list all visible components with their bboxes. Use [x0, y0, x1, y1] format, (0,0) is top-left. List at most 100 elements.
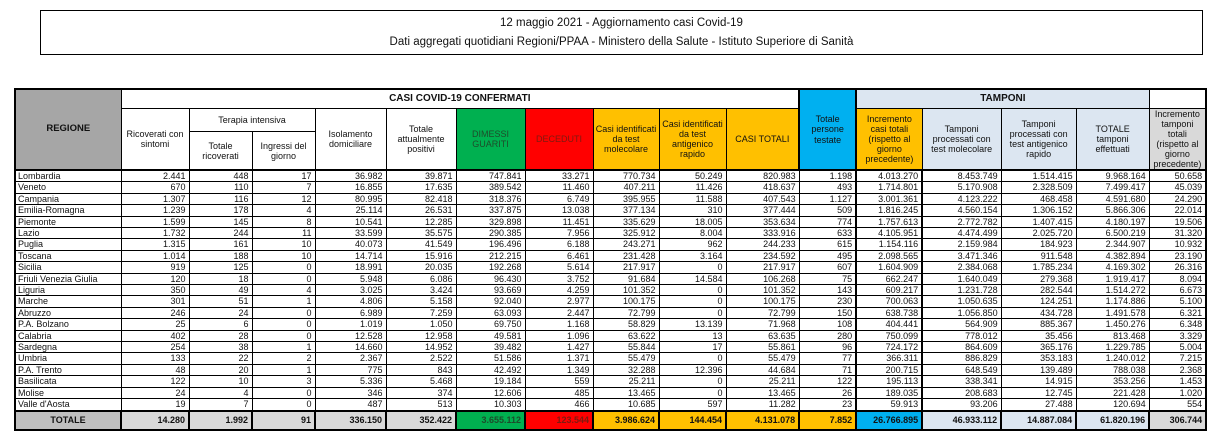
cell-casi-antigenico: 310 [658, 204, 727, 217]
cell-terapia-ingressi: 4 [251, 204, 316, 217]
cell-tamponi-totale: 1.240.012 [1075, 352, 1150, 365]
cell-casi-totali: 377.444 [725, 204, 800, 217]
cell-casi-totali: 100.175 [725, 295, 800, 308]
cell-casi-antigenico: 12.396 [658, 363, 727, 377]
cell-casi-totali: 44.684 [725, 363, 800, 377]
cell-casi-totali: 11.282 [725, 398, 800, 411]
cell-tamponi-antigenico: 1.785.234 [1000, 261, 1077, 274]
cell-tamponi-totale: 1.514.272 [1075, 284, 1150, 297]
cell-ricoverati-sintomi: 1.732 [120, 226, 190, 240]
cell-attualmente-positivi: 15.916 [385, 249, 457, 263]
cell-isolamento: 487 [314, 398, 387, 411]
col-header-incremento-casi: Incremento casi totali (rispetto al gior… [855, 107, 923, 171]
cell-tamponi-antigenico: 365.176 [1000, 341, 1077, 354]
cell-terapia-totale: 22 [188, 352, 253, 365]
cell-terapia-totale: 28 [188, 329, 253, 343]
cell-casi-antigenico: 11.588 [658, 192, 727, 206]
cell-tamponi-totale: 4.591.680 [1075, 192, 1150, 206]
cell-isolamento: 40.073 [314, 238, 387, 251]
cell-tamponi-molecolare: 886.829 [921, 352, 1002, 365]
total-cell-attualmente-positivi: 352.422 [385, 409, 457, 431]
cell-casi-molecolare: 243.271 [592, 238, 660, 251]
cell-deceduti: 5.614 [524, 261, 594, 274]
cell-regione: Sardegna [14, 341, 122, 354]
cell-casi-antigenico: 18.005 [658, 215, 727, 229]
cell-regione: Marche [14, 295, 122, 308]
cell-dimessi-guariti: 196.496 [455, 238, 526, 251]
cell-dimessi-guariti: 389.542 [455, 181, 526, 194]
cell-casi-totali: 418.637 [725, 181, 800, 194]
total-cell-terapia-totale: 1.992 [188, 409, 253, 431]
cell-tamponi-molecolare: 93.206 [921, 398, 1002, 411]
cell-incremento-casi: 774 [798, 215, 857, 229]
title-box: 12 maggio 2021 - Aggiornamento casi Covi… [40, 10, 1203, 55]
cell-ricoverati-sintomi: 48 [120, 363, 190, 377]
cell-casi-antigenico: 0 [658, 284, 727, 297]
cell-casi-molecolare: 395.955 [592, 192, 660, 206]
cell-tamponi-molecolare: 3.471.346 [921, 249, 1002, 263]
cell-incremento-casi: 633 [798, 226, 857, 240]
cell-isolamento: 3.025 [314, 284, 387, 297]
cell-persone-testate: 3.001.361 [855, 192, 924, 206]
cell-isolamento: 25.114 [314, 204, 387, 217]
cell-regione: Sicilia [14, 261, 122, 274]
cell-casi-molecolare: 10.685 [592, 398, 660, 411]
cell-attualmente-positivi: 5.468 [385, 375, 457, 388]
cell-ricoverati-sintomi: 25 [120, 318, 190, 331]
cell-tamponi-antigenico: 1.407.415 [1000, 215, 1077, 229]
cell-terapia-totale: 18 [188, 272, 253, 286]
cell-deceduti: 6.749 [524, 192, 594, 206]
table-row: Calabria 402 28 0 12.528 12.958 49.581 1… [14, 329, 1207, 343]
cell-incremento-casi: 96 [798, 341, 857, 354]
cell-incremento-tamponi: 31.320 [1148, 226, 1207, 240]
cell-terapia-ingressi: 12 [251, 192, 316, 206]
cell-dimessi-guariti: 212.215 [455, 249, 526, 263]
cell-dimessi-guariti: 747.841 [455, 168, 526, 183]
table-row: Basilicata 122 10 3 5.336 5.468 19.184 5… [14, 375, 1207, 388]
cell-dimessi-guariti: 96.430 [455, 272, 526, 286]
cell-tamponi-antigenico: 279.368 [1000, 272, 1077, 286]
col-header-casi-totali: CASI TOTALI [725, 107, 800, 171]
table-row: Sardegna 254 38 1 14.660 14.952 39.482 1… [14, 341, 1207, 354]
cell-persone-testate: 2.098.565 [855, 249, 924, 263]
cell-ricoverati-sintomi: 254 [120, 341, 190, 354]
cell-regione: Lombardia [14, 168, 122, 183]
cell-incremento-casi: 495 [798, 249, 857, 263]
cell-incremento-casi: 230 [798, 295, 857, 308]
cell-ricoverati-sintomi: 350 [120, 284, 190, 297]
cell-tamponi-totale: 4.169.302 [1075, 261, 1150, 274]
cell-deceduti: 1.349 [524, 363, 594, 377]
cell-tamponi-totale: 7.499.417 [1075, 181, 1150, 194]
cell-incremento-casi: 108 [798, 318, 857, 331]
cell-tamponi-molecolare: 2.772.782 [921, 215, 1002, 229]
col-header-dimessi-guariti: DIMESSI GUARITI [455, 107, 526, 171]
cell-tamponi-antigenico: 184.923 [1000, 238, 1077, 251]
cell-ricoverati-sintomi: 133 [120, 352, 190, 365]
cell-attualmente-positivi: 41.549 [385, 238, 457, 251]
cell-regione: Veneto [14, 181, 122, 194]
cell-incremento-casi: 75 [798, 272, 857, 286]
cell-terapia-ingressi: 0 [251, 386, 316, 400]
cell-casi-antigenico: 13.139 [658, 318, 727, 331]
total-row: TOTALE 14.280 1.992 91 336.150 352.422 3… [14, 409, 1208, 431]
cell-dimessi-guariti: 10.303 [455, 398, 526, 411]
cell-deceduti: 6.461 [524, 249, 594, 263]
col-header-ricoverati-sintomi: Ricoverati con sintomi [120, 107, 190, 171]
cell-casi-antigenico: 11.426 [658, 181, 727, 194]
cell-attualmente-positivi: 26.531 [385, 204, 457, 217]
cell-tamponi-molecolare: 648.549 [921, 363, 1002, 377]
cell-terapia-ingressi: 10 [251, 238, 316, 251]
cell-isolamento: 12.528 [314, 329, 387, 343]
cell-terapia-ingressi: 1 [251, 295, 316, 308]
cell-terapia-ingressi: 0 [251, 398, 316, 411]
cell-ricoverati-sintomi: 1.307 [120, 192, 190, 206]
cell-casi-antigenico: 14.584 [658, 272, 727, 286]
cell-casi-molecolare: 72.799 [592, 306, 660, 320]
cell-tamponi-molecolare: 5.170.908 [921, 181, 1002, 194]
cell-casi-molecolare: 55.479 [592, 352, 660, 365]
total-cell-tamponi-molecolare: 46.933.112 [921, 409, 1003, 431]
cell-terapia-totale: 178 [188, 204, 253, 217]
col-header-persone-testate: Totale persone testate [798, 88, 858, 171]
cell-terapia-totale: 188 [188, 249, 253, 263]
table-row: Puglia 1.315 161 10 40.073 41.549 196.49… [14, 238, 1207, 251]
